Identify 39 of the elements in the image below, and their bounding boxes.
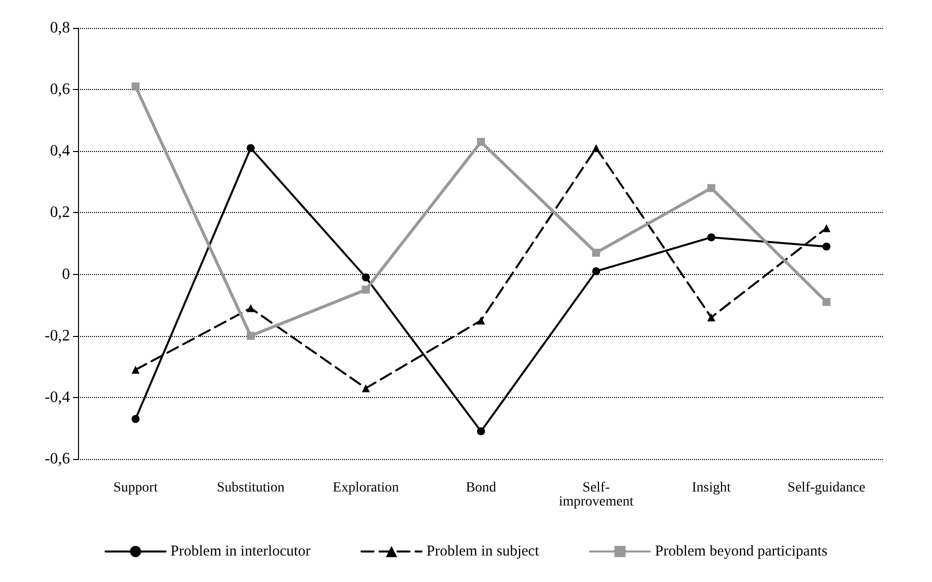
point <box>246 304 255 312</box>
point <box>362 273 370 282</box>
point <box>477 427 485 436</box>
point <box>592 144 600 152</box>
x-tick-label: Bond <box>466 480 496 496</box>
x-tick-label: Substitution <box>216 480 285 496</box>
point <box>707 184 716 192</box>
point <box>477 138 485 146</box>
x-tick-label: Support <box>113 480 158 496</box>
legend-label: Problem in subject <box>426 544 540 560</box>
y-tick-label: 0,4 <box>50 142 70 160</box>
legend-label: Problem in interlocutor <box>170 544 311 560</box>
point <box>132 82 140 90</box>
point <box>246 332 255 340</box>
point <box>822 298 830 306</box>
x-tick-label: Insight <box>692 480 731 496</box>
point <box>707 313 716 322</box>
x-tick-label: Exploration <box>332 480 399 496</box>
point <box>707 233 716 242</box>
y-tick-label: 0,6 <box>50 81 70 98</box>
y-tick-label: -0,4 <box>44 388 70 406</box>
y-tick-label: 0 <box>62 266 70 283</box>
y-tick-label: 0,2 <box>50 204 70 222</box>
point <box>362 384 370 392</box>
point <box>592 267 600 276</box>
y-tick-label: -0,6 <box>44 450 70 468</box>
point <box>822 242 830 251</box>
point <box>592 248 600 257</box>
x-tick-label: Self-guidance <box>788 480 866 496</box>
point <box>822 224 830 232</box>
y-tick-label: 0,8 <box>50 20 70 36</box>
legend-label: Problem beyond participants <box>655 544 828 560</box>
point <box>246 144 255 152</box>
x-tick-label: Self-improvement <box>558 480 634 510</box>
point <box>362 286 370 294</box>
point <box>132 366 140 374</box>
point <box>132 414 140 423</box>
point <box>477 316 485 324</box>
y-tick-label: -0,2 <box>44 327 70 344</box>
